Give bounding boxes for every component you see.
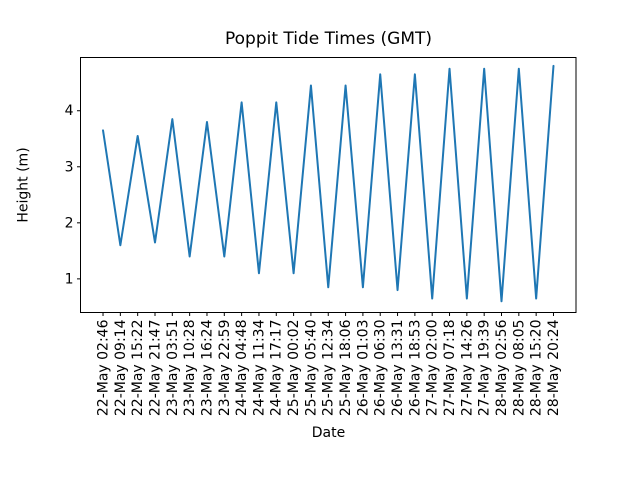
y-tick-label: 3 xyxy=(65,159,74,175)
x-tick-label: 27-May 19:39 xyxy=(477,320,493,417)
x-tick-label: 28-May 15:20 xyxy=(529,320,545,417)
plot-layer: 1 2 3 4 22-May 02:46 22-May 09:14 22-May 15:22… xyxy=(65,57,577,417)
x-tick-label: 22-May 02:46 xyxy=(96,319,112,416)
x-axis-label: Date xyxy=(312,425,345,441)
x-tick-label: 23-May 03:51 xyxy=(165,320,181,417)
x-tick-label: 26-May 01:03 xyxy=(355,320,371,417)
x-tick-label: 24-May 17:17 xyxy=(269,320,285,417)
x-tick-label: 25-May 05:40 xyxy=(303,320,319,417)
x-tick-label: 26-May 13:31 xyxy=(390,320,406,417)
x-tick-label: 27-May 02:00 xyxy=(425,320,441,417)
x-tick-label: 25-May 18:06 xyxy=(338,319,354,416)
y-tick-label: 2 xyxy=(65,215,74,231)
tide-height-line xyxy=(102,64,555,303)
x-tick-label: 27-May 07:18 xyxy=(442,320,458,417)
y-axis-label: Height (m) xyxy=(16,147,32,222)
x-tick-label: 23-May 22:59 xyxy=(217,320,233,417)
chart-title: Poppit Tide Times (GMT) xyxy=(225,29,432,49)
y-tick-label: 4 xyxy=(65,103,74,119)
y-tick-label: 1 xyxy=(65,271,74,287)
x-tick-label: 26-May 06:30 xyxy=(373,320,389,417)
x-tick-label: 28-May 20:24 xyxy=(546,319,562,416)
x-tick-label: 28-May 08:05 xyxy=(511,320,527,417)
x-tick-label: 22-May 09:14 xyxy=(113,319,129,416)
x-tick-label: 25-May 00:02 xyxy=(286,320,302,417)
x-tick-label: 22-May 15:22 xyxy=(130,320,146,417)
x-tick-label: 25-May 12:34 xyxy=(321,319,337,416)
x-tick-label: 24-May 11:34 xyxy=(251,319,267,416)
x-tick-label: 23-May 16:24 xyxy=(199,319,215,416)
x-tick-label: 24-May 04:48 xyxy=(234,320,250,417)
x-tick-label: 27-May 14:26 xyxy=(459,319,475,416)
x-tick-label: 26-May 18:53 xyxy=(407,320,423,417)
x-tick-label: 22-May 21:47 xyxy=(147,320,163,417)
x-tick-label: 28-May 02:56 xyxy=(494,319,510,416)
x-tick-label: 23-May 10:28 xyxy=(182,320,198,417)
